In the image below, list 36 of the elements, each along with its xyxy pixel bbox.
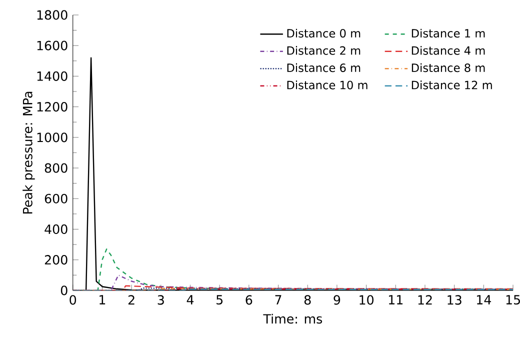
y-tick-label: 0 [60,285,68,296]
y-axis-title: Peak pressure: MPa [22,92,35,214]
x-tick-label: 9 [334,294,340,305]
x-tick-label: 6 [246,294,252,305]
x-tick-label: 0 [70,294,76,305]
y-tick-label: 400 [44,224,68,234]
legend-label: Distance 8 m [412,63,485,72]
y-tick-label: 200 [44,254,68,264]
x-tick-label: 13 [448,294,462,305]
y-tick-label: 1000 [37,132,68,142]
x-tick-label: 14 [477,294,492,304]
legend-label: Distance 10 m [287,80,368,90]
legend-label: Distance 2 m [287,46,360,55]
x-tick-label: 4 [186,294,194,304]
legend-label: Distance 1 m [412,28,485,38]
y-tick-label: 800 [44,163,68,173]
legend-label: Distance 12 m [412,80,492,90]
x-tick-label: 1 [100,294,106,304]
y-tick-label: 1800 [37,10,68,20]
x-tick-label: 5 [216,294,223,304]
x-tick-label: 10 [360,294,374,305]
y-tick-label: 1600 [37,40,68,50]
x-tick-label: 7 [275,294,282,304]
legend-label: Distance 4 m [412,46,485,55]
x-tick-label: 8 [304,294,311,305]
y-tick-label: 1400 [37,71,68,81]
legend-label: Distance 6 m [287,63,360,72]
x-tick-label: 15 [506,294,520,304]
legend-label: Distance 0 m [287,28,360,38]
x-tick-label: 2 [128,294,134,304]
y-tick-label: 1200 [37,102,68,112]
x-tick-label: 11 [388,294,403,304]
x-tick-label: 3 [158,294,164,305]
x-tick-label: 12 [418,294,432,304]
y-tick-label: 600 [44,194,68,204]
x-axis-title: Time: ms [263,314,322,324]
